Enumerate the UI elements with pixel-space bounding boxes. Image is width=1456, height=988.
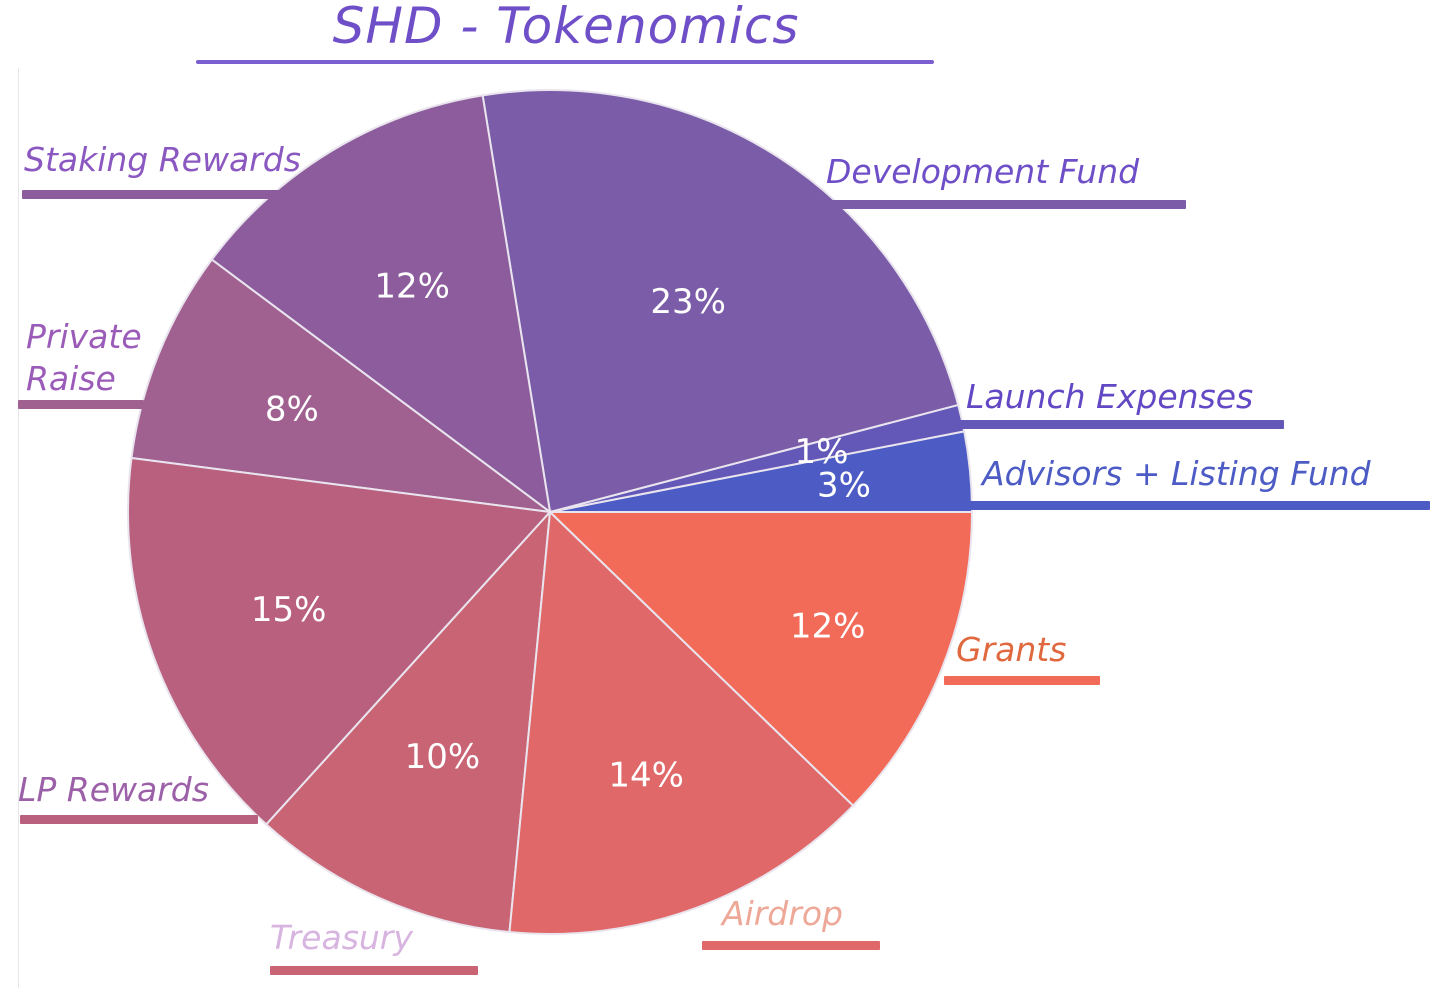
slice-underline-lp-rewards [20, 815, 258, 824]
slice-name-lp-rewards: LP Rewards [18, 770, 209, 809]
slice-name-launch-expenses: Launch Expenses [966, 377, 1254, 416]
value-label-advisors-listing-fund: 3% [817, 466, 871, 506]
slice-underline-grants [944, 676, 1100, 685]
slice-name-treasury: Treasury [270, 918, 413, 957]
value-label-launch-expenses: 1% [795, 432, 849, 472]
value-label-staking-rewards: 12% [374, 267, 450, 307]
slice-underline-launch-expenses [936, 420, 1284, 429]
value-label-lp-rewards: 15% [251, 590, 327, 630]
slice-name-airdrop: Airdrop [722, 894, 843, 933]
value-label-private-raise: 8% [265, 389, 319, 429]
value-label-development-fund: 23% [650, 282, 726, 322]
slice-name-staking-rewards: Staking Rewards [24, 140, 301, 179]
pie-slice-lp-rewards [127, 456, 553, 826]
slice-underline-treasury [270, 966, 478, 975]
pie-slice-grants [547, 511, 974, 807]
slice-name-grants: Grants [956, 630, 1067, 669]
slice-name-development-fund: Development Fund [826, 152, 1140, 191]
pie-slice-development-fund [481, 89, 960, 514]
pie-slice-airdrop [508, 509, 855, 935]
value-label-treasury: 10% [405, 737, 481, 777]
left-border-line [18, 68, 19, 988]
pie-slice-staking-rewards [210, 94, 552, 515]
slice-underline-advisors-listing-fund [970, 501, 1430, 510]
value-label-grants: 12% [790, 606, 866, 646]
slice-name-private-raise: Private Raise [26, 317, 142, 398]
slice-underline-staking-rewards [22, 190, 304, 199]
slice-underline-private-raise [18, 400, 144, 409]
chart-title: SHD - Tokenomics [332, 0, 800, 55]
slice-name-advisors-listing-fund: Advisors + Listing Fund [982, 454, 1371, 493]
slice-underline-development-fund [826, 200, 1186, 209]
pie-slice-treasury [264, 509, 552, 934]
title-underline [196, 60, 934, 64]
value-label-airdrop: 14% [608, 755, 684, 795]
pie-slice-private-raise [130, 258, 554, 514]
slice-underline-airdrop [702, 941, 880, 950]
